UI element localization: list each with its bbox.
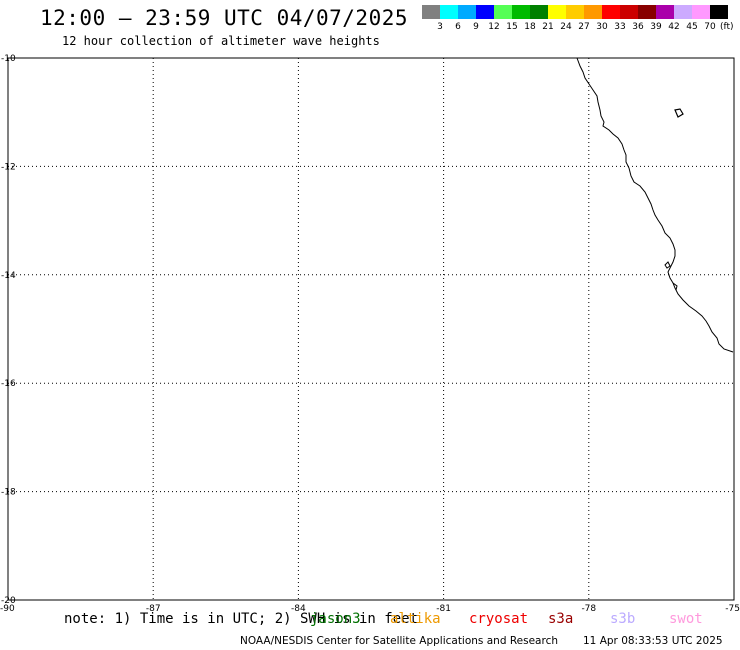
legend-label: 3 [437, 22, 443, 32]
longitude-labels: -90 -87 -84 -81 -78 -75 [0, 604, 740, 614]
legend-swatch [710, 5, 728, 19]
legend-label: 24 [560, 22, 572, 32]
lake-titicaca-outline [674, 108, 684, 118]
legend-swatch [620, 5, 638, 19]
legend-label: 30 [596, 22, 608, 32]
map-frame [7, 57, 735, 601]
longitude-label: -84 [291, 604, 306, 614]
longitude-label: -78 [581, 604, 596, 614]
latitude-label: -14 [1, 271, 16, 281]
legend-swatch [566, 5, 584, 19]
legend-label: 12 [488, 22, 500, 32]
legend-label: 6 [455, 22, 461, 32]
longitude-label: -87 [146, 604, 161, 614]
legend-swatch [638, 5, 656, 19]
chart-subtitle: 12 hour collection of altimeter wave hei… [62, 34, 380, 48]
footer-note: note: 1) Time is in UTC; 2) SWH is in fe… [64, 611, 419, 627]
credit-text: NOAA/NESDIS Center for Satellite Applica… [240, 635, 558, 647]
legend-swatch [530, 5, 548, 19]
legend-swatch [512, 5, 530, 19]
longitude-label: -81 [436, 604, 451, 614]
legend-label: 39 [650, 22, 662, 32]
legend-swatch [440, 5, 458, 19]
wave-height-color-legend: 3 6 9 12 15 18 21 24 27 30 33 36 39 42 45 70 (ft) [422, 5, 734, 32]
legend-label: 36 [632, 22, 644, 32]
legend-color-bar [422, 5, 734, 19]
legend-label: 33 [614, 22, 626, 32]
coastline-inlet [664, 261, 671, 269]
legend-swatch [602, 5, 620, 19]
map-grid [7, 57, 735, 601]
legend-swatch [674, 5, 692, 19]
coastline-point [672, 282, 678, 291]
generated-timestamp: 11 Apr 08:33:53 UTC 2025 [583, 635, 723, 647]
legend-label: 70 [704, 22, 716, 32]
satellite-label-cryosat: cryosat [469, 611, 529, 627]
longitude-label: -90 [0, 604, 15, 614]
latitude-label: -10 [1, 54, 16, 64]
legend-label: 18 [524, 22, 536, 32]
latitude-label: -18 [1, 488, 16, 498]
satellite-label-s3a: s3a [548, 611, 574, 627]
legend-label: 42 [668, 22, 680, 32]
chart-title: 12:00 – 23:59 UTC 04/07/2025 [40, 6, 409, 30]
latitude-label: -12 [1, 162, 16, 172]
peru-coastline [576, 57, 734, 353]
latitude-label: -16 [1, 379, 16, 389]
latitude-label: -20 [1, 596, 16, 606]
legend-swatch [548, 5, 566, 19]
satellite-label-altika: altika [390, 611, 441, 627]
legend-labels: 3 6 9 12 15 18 21 24 27 30 33 36 39 42 45 70 (ft) [422, 22, 734, 32]
satellite-label-swot: swot [669, 611, 703, 627]
legend-unit: (ft) [720, 22, 734, 32]
legend-swatch [422, 5, 440, 19]
legend-label: 9 [473, 22, 479, 32]
legend-swatch [494, 5, 512, 19]
legend-label: 21 [542, 22, 554, 32]
legend-swatch [584, 5, 602, 19]
legend-swatch [692, 5, 710, 19]
latitude-labels: -10 -12 -14 -16 -18 -20 [1, 54, 16, 606]
legend-swatch [458, 5, 476, 19]
legend-swatch [476, 5, 494, 19]
legend-label: 27 [578, 22, 590, 32]
legend-swatch [656, 5, 674, 19]
longitude-label: -75 [725, 604, 740, 614]
satellite-label-s3b: s3b [610, 611, 636, 627]
satellite-label-jason3: jason3 [310, 611, 361, 627]
legend-label: 15 [506, 22, 518, 32]
legend-label: 45 [686, 22, 698, 32]
